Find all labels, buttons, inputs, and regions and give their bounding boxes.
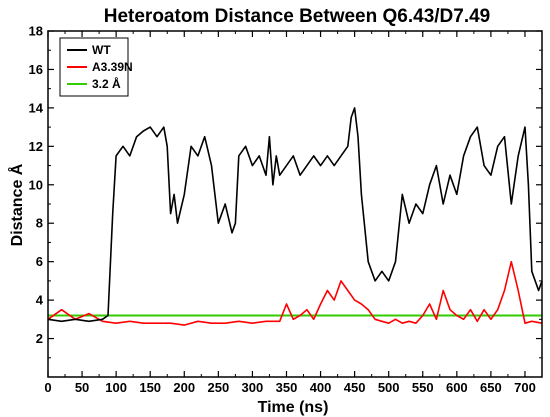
plot-series — [47, 107, 543, 326]
series-line-1 — [47, 260, 543, 326]
x-tick-label: 450 — [344, 380, 366, 395]
series-line-0 — [47, 107, 543, 323]
y-tick-label: 10 — [29, 177, 43, 192]
x-tick-label: 300 — [242, 380, 264, 395]
x-tick-label: 150 — [139, 380, 161, 395]
x-tick-label: 0 — [44, 380, 51, 395]
chart-title: Heteroatom Distance Between Q6.43/D7.49 — [104, 6, 491, 27]
x-tick-label: 500 — [378, 380, 400, 395]
legend-label-1: A3.39N — [92, 60, 133, 74]
x-tick-label: 200 — [173, 380, 195, 395]
x-tick-label: 50 — [75, 380, 89, 395]
legend-label-2: 3.2 Å — [92, 76, 121, 91]
y-tick-label: 4 — [36, 293, 44, 308]
x-tick-label: 700 — [514, 380, 536, 395]
y-tick-label: 12 — [29, 139, 43, 154]
x-tick-label: 400 — [310, 380, 332, 395]
y-tick-label: 18 — [29, 24, 43, 39]
y-tick-label: 6 — [36, 254, 43, 269]
y-axis-label: Distance Å — [7, 163, 26, 246]
x-tick-label: 600 — [446, 380, 468, 395]
y-tick-label: 8 — [36, 216, 43, 231]
axis-ticks: 0 50 100 150 200 250 300 350 400 450 500 550 600 650 7… — [29, 24, 542, 395]
x-tick-label: 550 — [412, 380, 434, 395]
x-tick-label: 650 — [480, 380, 502, 395]
y-tick-label: 14 — [29, 100, 44, 115]
x-axis-label: Time (ns) — [258, 399, 329, 416]
x-tick-label: 100 — [105, 380, 127, 395]
legend-label-0: WT — [92, 43, 111, 57]
x-tick-label: 250 — [207, 380, 229, 395]
legend: WT A3.39N 3.2 Å — [59, 37, 133, 97]
y-tick-label: 2 — [36, 331, 43, 346]
x-tick-label: 350 — [276, 380, 298, 395]
y-tick-label: 16 — [29, 62, 43, 77]
